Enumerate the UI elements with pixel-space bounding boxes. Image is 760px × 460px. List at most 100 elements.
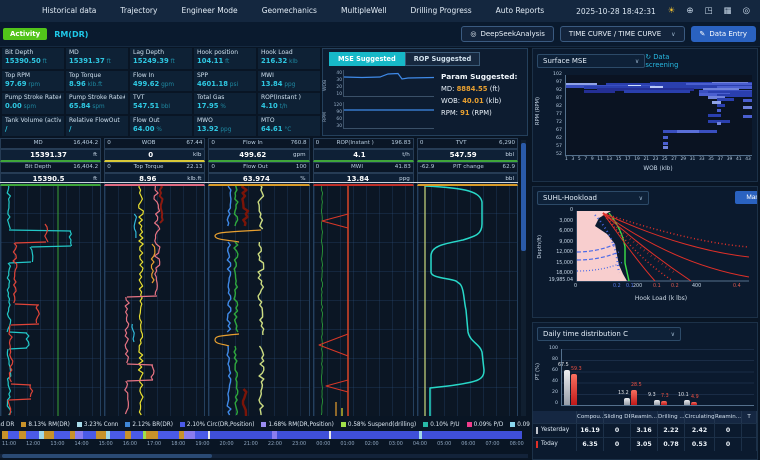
tile-value: 499.62 gpm	[133, 80, 189, 88]
tab-rop-suggested[interactable]: ROP Suggested	[404, 52, 481, 66]
scale-min: 0	[107, 164, 111, 170]
tick-label: 120	[333, 103, 342, 108]
deepseek-icon: ◎	[470, 30, 477, 38]
nav-item-geomechanics[interactable]: Geomechanics	[261, 6, 317, 15]
sun-icon[interactable]: ☀	[667, 6, 676, 16]
tile-label: MWO	[197, 116, 213, 124]
curve-name: Top Torque	[133, 164, 164, 170]
hookload-select[interactable]: SUHL-Hookload ∨	[537, 191, 649, 205]
curve	[133, 213, 138, 238]
legend-item-0-09-p-d[interactable]: 0.09% P/D	[466, 422, 503, 428]
hscroll-thumb[interactable]	[2, 454, 212, 458]
curve	[8, 347, 28, 350]
mse-x-ticks: 1 3 5 7 9 11 13 15 17 19 21 23 25 27 29 31 33 35 37 39 41 43	[565, 157, 751, 162]
curve	[7, 399, 12, 416]
heat-cell	[716, 97, 735, 101]
curve	[258, 345, 265, 416]
friction-factor-label: 0.1	[653, 284, 661, 289]
deepseek-analysis-button[interactable]: ◎ DeepSeekAnalysis	[461, 26, 554, 42]
curve-type-select[interactable]: TIME CURVE / TIME CURVE ∨	[559, 26, 685, 42]
tile-unit: ppg	[282, 81, 296, 88]
timeline-segment	[53, 431, 70, 439]
legend-item-2-12-br-dr[interactable]: 2.12% BR(DR)	[125, 422, 173, 428]
nav-item-auto-reports[interactable]: Auto Reports	[495, 6, 545, 15]
tile-value-text: 499.62	[133, 79, 160, 88]
legend-label: 2.12% BR(DR)	[132, 421, 173, 428]
tile-value: 13.84 ppg	[261, 80, 317, 88]
activity-badge[interactable]: Activity	[3, 28, 48, 40]
tile-label: Flow In	[133, 71, 155, 79]
tile-value-text: /	[5, 124, 8, 133]
param-suggested-title: Param Suggested:	[441, 72, 518, 81]
tile-label: TVT	[133, 94, 145, 101]
legend-item-0-10-p-u[interactable]: 0.10% P/U	[423, 422, 460, 428]
legend-item-nd-dr[interactable]: nd DR	[0, 422, 14, 428]
nav-item-historical-data[interactable]: Historical data	[42, 6, 97, 15]
curve	[158, 184, 164, 224]
tile-value: 13.92 ppg	[197, 125, 253, 133]
manual-button[interactable]: Manual	[735, 191, 757, 204]
mse-metric-select[interactable]: Surface MSE ∨	[537, 54, 646, 68]
nav-item-drilling-progress[interactable]: Drilling Progress	[410, 6, 472, 15]
legend-item-2-10-circ-dr-position[interactable]: 2.10% Circ(DR,Position)	[179, 422, 254, 428]
curve-unit: %	[300, 176, 306, 182]
heat-cell	[716, 86, 752, 90]
tile-label: Lag Depth	[133, 49, 165, 56]
time-tick-12-00: 12:00	[26, 441, 41, 447]
data-screening-link[interactable]: ↻ Data screening	[645, 53, 693, 69]
globe-icon[interactable]: ⊕	[686, 6, 694, 16]
tile-value-text: 4.10	[261, 102, 278, 110]
legend-item-0-58-suspend-drilling[interactable]: 0.58% Suspend(drilling)	[340, 422, 416, 428]
table-header-t: T	[742, 411, 757, 423]
data-tile-mwi: MWI 13.84 ppg	[258, 70, 320, 91]
param-lines: MD: 8884.55 (ft) WOB: 40.01 (klb) RPM: 91 …	[441, 85, 517, 117]
data-entry-button[interactable]: ✎ Data Entry	[690, 26, 756, 42]
heat-cell	[663, 142, 668, 146]
time-tick-01-00: 01:00	[340, 441, 355, 447]
nav-item-engineer-mode[interactable]: Engineer Mode	[181, 6, 238, 15]
legend-item-8-13-rm-dr[interactable]: 8.13% RM(DR)	[21, 422, 70, 428]
grid-icon[interactable]: ▦	[723, 6, 732, 16]
nav-item-trajectory[interactable]: Trajectory	[120, 6, 158, 15]
mse-xtick: 15	[615, 157, 622, 162]
mse-xtick: 3	[571, 157, 575, 162]
heat-cell	[707, 113, 721, 117]
tile-unit: %	[218, 104, 226, 110]
vertical-scrollbar[interactable]	[521, 140, 526, 416]
user-icon[interactable]: ◎	[742, 6, 750, 16]
tab-mse-suggested[interactable]: MSE Suggested	[329, 52, 405, 66]
mse-xtick: 37	[717, 157, 724, 162]
activity-timeline-bar[interactable]	[2, 431, 522, 439]
tile-value: 15249.39 ft	[133, 57, 189, 65]
tile-value: 4601.18 psi	[197, 80, 253, 88]
tile-unit: %	[154, 126, 162, 133]
param-suggest-panel: MSE Suggested ROP Suggested WOB 40 30 20 10 RP…	[322, 48, 528, 136]
curve-track-headers: MD 16,404.2 15391.37 ft Bit Depth 16,404.2 153…	[0, 138, 519, 186]
vscroll-thumb[interactable]	[521, 143, 526, 251]
legend-item-1-68-rm-dr-position[interactable]: 1.68% RM(DR,Position)	[261, 422, 334, 428]
legend-item-3-23-conn[interactable]: 3.23% Conn	[76, 422, 118, 428]
scale-max: 16,404.2	[73, 140, 99, 146]
mode-label[interactable]: RM(DR)	[54, 29, 89, 39]
daily-select[interactable]: Daily time distribution C ∨	[537, 327, 681, 341]
fullscreen-icon[interactable]: ◳	[704, 6, 713, 16]
curve	[151, 243, 156, 284]
curve	[226, 241, 232, 333]
time-tick-14-00: 14:00	[74, 441, 89, 447]
bar-value-label: 9.3	[648, 393, 656, 399]
row-name-label: Today	[541, 441, 558, 447]
param-unit: (ft)	[487, 85, 500, 93]
tile-unit: gpm	[159, 81, 175, 88]
datetime: 2025-10-28 18:42:31	[576, 6, 656, 16]
tile-unit: °C	[282, 126, 292, 133]
horizontal-scrollbar[interactable]	[0, 454, 528, 458]
curve	[318, 333, 348, 357]
current-time-divider[interactable]	[0, 182, 518, 183]
tile-value-text: 0.00	[5, 102, 22, 110]
legend-item-0-09[interactable]: 0.09%	[510, 422, 530, 428]
nav-item-multiplewell[interactable]: MultipleWell	[340, 6, 387, 15]
curve-name: TVT	[455, 140, 467, 146]
daily-y-axis-label: PT (%)	[535, 363, 541, 380]
suggest-tabs: MSE Suggested ROP Suggested	[329, 52, 527, 66]
